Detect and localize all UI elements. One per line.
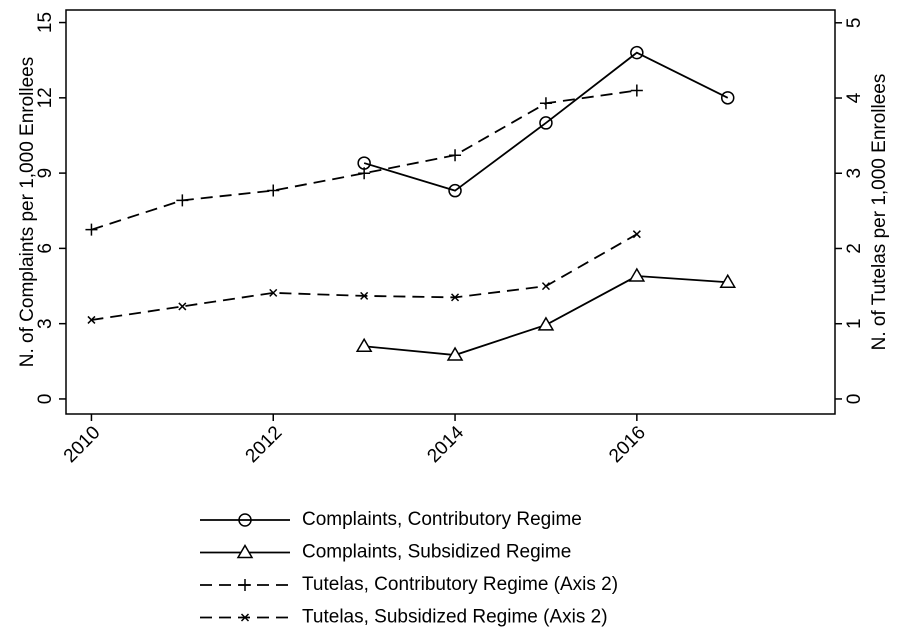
plot-frame [65, 9, 836, 415]
point [448, 183, 462, 198]
legend-label: Complaints, Subsidized Regime [302, 542, 571, 563]
y-tick-label: 12 [35, 87, 56, 108]
y-axis-title: N. of Complaints per 1,000 Enrollees [17, 57, 38, 368]
series-line [91, 233, 638, 321]
legend-label: Tutelas, Subsidized Regime (Axis 2) [302, 607, 608, 628]
legend-marker [236, 544, 254, 559]
point [178, 302, 187, 311]
legend-label: Complaints, Contributory Regime [302, 509, 582, 530]
point [358, 167, 371, 180]
series-line [363, 51, 729, 192]
legend-item: Complaints, Subsidized Regime [200, 542, 571, 563]
point [451, 293, 460, 302]
point [719, 273, 737, 289]
x-tick-label: 2012 [242, 422, 287, 467]
series-line [364, 275, 728, 356]
point [355, 337, 373, 352]
point [85, 223, 98, 236]
point [541, 282, 550, 291]
y2-tick-label: 3 [844, 168, 865, 179]
legend-marker [239, 579, 251, 591]
legend-marker [238, 513, 252, 527]
y-tick-label: 15 [35, 12, 56, 33]
y-tick-label: 9 [35, 168, 56, 179]
y-tick-label: 3 [35, 318, 56, 329]
point [449, 149, 462, 162]
point [539, 116, 553, 130]
legend-label: Tutelas, Contributory Regime (Axis 2) [302, 574, 618, 595]
point [630, 45, 644, 60]
point [87, 315, 96, 324]
y2-tick-label: 2 [844, 243, 865, 254]
point [267, 184, 280, 197]
legend-item: Complaints, Contributory Regime [200, 509, 582, 530]
y2-tick-label: 1 [844, 318, 865, 329]
series-line [91, 89, 637, 231]
point [176, 194, 189, 207]
legend-item: Tutelas, Contributory Regime (Axis 2) [200, 574, 618, 595]
point [537, 316, 555, 331]
y-tick-label: 0 [35, 394, 56, 405]
y-tick-label: 6 [35, 243, 56, 254]
y2-tick-label: 5 [844, 18, 865, 29]
y2-axis-title: N. of Tutelas per 1,000 Enrollees [869, 74, 890, 351]
x-tick-label: 2014 [423, 422, 468, 467]
x-tick-label: 2016 [605, 422, 650, 467]
y2-tick-label: 0 [844, 394, 865, 405]
point [630, 84, 643, 97]
point [539, 97, 552, 110]
point [269, 288, 278, 297]
x-tick-label: 2010 [60, 422, 105, 467]
legend-item: Tutelas, Subsidized Regime (Axis 2) [200, 607, 608, 628]
point [720, 91, 735, 105]
point [360, 291, 369, 300]
y2-tick-label: 4 [844, 92, 865, 103]
legend-marker [240, 613, 250, 622]
point [632, 230, 641, 239]
point [446, 346, 464, 361]
point [628, 267, 646, 282]
